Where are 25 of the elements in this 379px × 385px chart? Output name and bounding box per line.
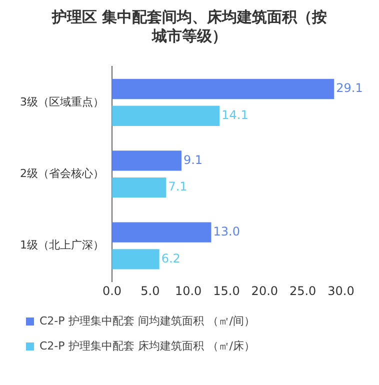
x-tick-label: 0.0	[102, 284, 122, 298]
bar	[112, 222, 212, 242]
x-tick-label: 15.0	[213, 284, 240, 298]
data-label: 29.1	[336, 81, 363, 96]
bar	[112, 106, 220, 126]
y-tick-label: 1级（北上广深）	[20, 238, 104, 252]
x-tick-label: 5.0	[140, 284, 160, 298]
data-label: 9.1	[183, 152, 203, 167]
x-tick-label: 20.0	[251, 284, 278, 298]
y-tick-label: 3级（区域重点）	[20, 95, 104, 108]
bar	[112, 249, 160, 270]
bar	[112, 78, 334, 100]
bar	[112, 150, 182, 171]
bar	[112, 177, 166, 198]
chart-title: 护理区 集中配套间均、床均建筑面积（按城市等级）	[50, 8, 328, 46]
data-label: 6.2	[161, 251, 180, 266]
legend-label: C2-P 护理集中配套 间均建筑面积 （㎡/间）	[40, 314, 255, 328]
x-tick-label: 25.0	[289, 284, 316, 298]
legend-label: C2-P 护理集中配套 床均建筑面积 （㎡/床）	[40, 339, 255, 352]
data-label: 14.1	[222, 108, 248, 122]
data-label: 7.1	[168, 180, 188, 194]
x-tick-label: 30.0	[328, 284, 354, 298]
x-tick-label: 10.0	[174, 284, 202, 298]
data-label: 13.0	[213, 224, 240, 238]
y-tick-label: 2级（省会核心）	[20, 166, 104, 180]
